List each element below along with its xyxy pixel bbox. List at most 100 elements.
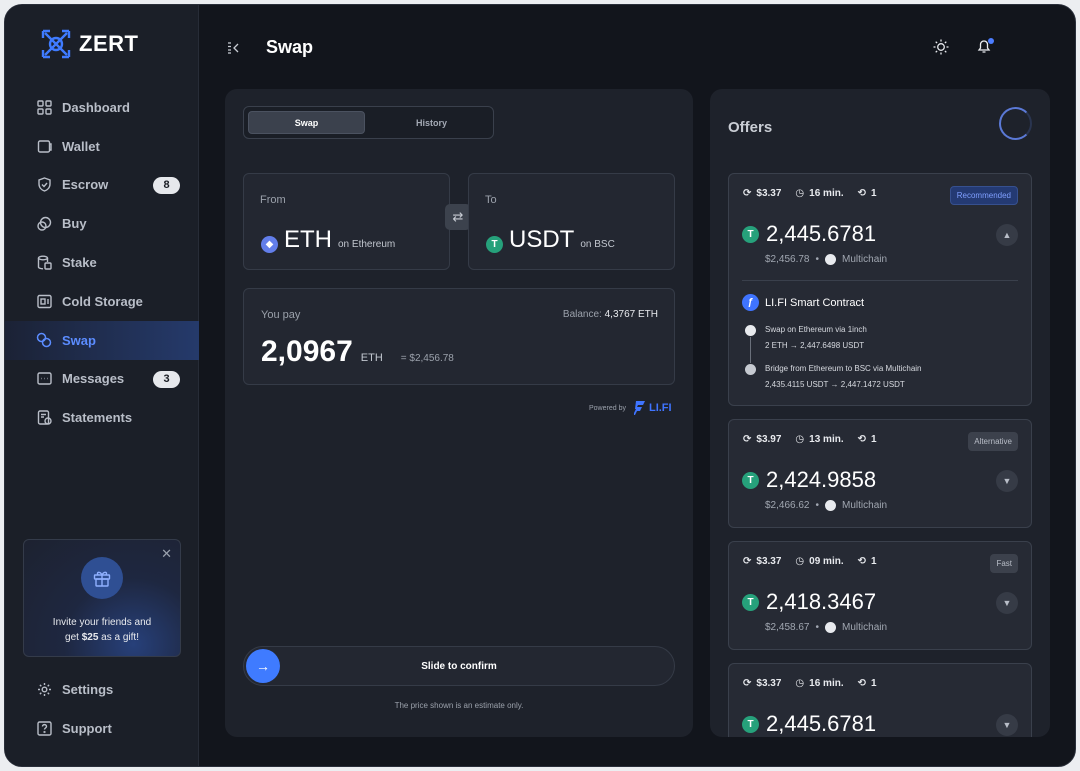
storage-icon <box>36 293 52 309</box>
eth-icon: ◆ <box>261 236 278 253</box>
offer-card[interactable]: ⟳ $3.37 ◷ 09 min. ⟲ 1 Fast T 2,418.3467 $2,… <box>728 541 1032 650</box>
wallet-icon <box>36 138 52 154</box>
sidebar-item-messages[interactable]: Messages 3 <box>5 360 199 399</box>
sidebar-item-label: Stake <box>62 255 97 271</box>
invite-promo-card: ✕ Invite your friends and get $25 as a g… <box>23 539 181 657</box>
route-title: ƒ LI.FI Smart Contract <box>742 294 864 311</box>
route-step-from: 2,435.4115 USDT <box>765 380 829 389</box>
chevron-down-icon[interactable]: ▼ <box>996 592 1018 614</box>
sidebar-item-label: Buy <box>62 216 87 232</box>
sidebar-item-support[interactable]: Support <box>5 709 199 748</box>
offer-card[interactable]: ⟳ $3.37 ◷ 16 min. ⟲ 1 T 2,445.6781 ▼ <box>728 663 1032 737</box>
offer-time: ◷ 09 min. <box>795 556 843 567</box>
route-step-to: 2,447.1472 USDT <box>840 380 905 389</box>
message-icon <box>36 371 52 387</box>
offer-steps-value: 1 <box>871 434 877 445</box>
offer-fee: ⟳ $3.97 <box>743 434 781 445</box>
chevron-down-icon[interactable]: ▼ <box>996 714 1018 736</box>
offer-fee-value: $3.37 <box>756 678 782 689</box>
offer-network: Multichain <box>842 622 888 633</box>
grid-icon <box>36 99 52 115</box>
pay-amount-value[interactable]: 2,0967 <box>261 335 353 368</box>
offer-subline: $2,456.78 • Multichain <box>765 254 887 265</box>
lifi-icon <box>633 401 645 415</box>
lifi-logo: LI.FI <box>633 401 672 415</box>
offer-steps: ⟲ 1 <box>858 678 877 689</box>
route-step-desc: Swap on Ethereum via 1inch <box>765 325 867 334</box>
swap-direction-button[interactable]: ⇄ <box>445 204 471 230</box>
sidebar-item-label: Escrow <box>62 177 109 193</box>
sidebar-item-label: Settings <box>62 681 114 697</box>
stake-icon <box>36 255 52 271</box>
powered-by-label: Powered by <box>589 404 626 412</box>
estimate-note: The price shown is an estimate only. <box>394 701 524 710</box>
slide-to-confirm[interactable]: Slide to confirm → <box>243 646 675 686</box>
from-token: ◆ ETH on Ethereum <box>261 226 395 254</box>
notifications-bell-icon[interactable] <box>976 38 994 59</box>
promo-line-1: Invite your friends and <box>52 617 152 628</box>
swap-tabs: Swap History <box>243 106 494 139</box>
theme-toggle-sun-icon[interactable] <box>933 39 949 60</box>
sidebar-item-dashboard[interactable]: Dashboard <box>5 88 199 127</box>
route-step: Bridge from Ethereum to BSC via Multicha… <box>765 361 922 393</box>
route-step-dot <box>745 364 756 375</box>
separator-dot: • <box>815 500 820 511</box>
route-step-amounts: 2 ETH → 2,447.6498 USDT <box>765 338 867 354</box>
offer-tag-fast: Fast <box>990 554 1018 573</box>
offer-steps-value: 1 <box>871 188 877 199</box>
from-token-selector[interactable]: From ◆ ETH on Ethereum <box>243 173 450 270</box>
route-title-text: LI.FI Smart Contract <box>765 296 865 309</box>
offer-meta: ⟳ $3.37 ◷ 16 min. ⟲ 1 <box>743 188 891 199</box>
offer-amount-value: 2,445.6781 <box>766 711 877 736</box>
sidebar-item-escrow[interactable]: Escrow 8 <box>5 166 199 205</box>
close-icon[interactable]: ✕ <box>161 546 172 561</box>
sidebar-item-statements[interactable]: Statements <box>5 398 199 437</box>
offer-tag-recommended: Recommended <box>949 186 1018 205</box>
to-token-symbol: USDT <box>509 226 575 253</box>
offer-fee: ⟳ $3.37 <box>743 556 781 567</box>
route-step: Swap on Ethereum via 1inch 2 ETH → 2,447… <box>765 322 867 354</box>
sidebar-item-buy[interactable]: Buy <box>5 204 199 243</box>
offer-fee-value: $3.97 <box>756 434 782 445</box>
offer-card[interactable]: ⟳ $3.37 ◷ 16 min. ⟲ 1 Recommended T 2,445.6… <box>728 173 1032 406</box>
promo-amount: $25 <box>81 632 99 643</box>
offer-amount: T 2,445.6781 <box>742 711 876 737</box>
offer-meta: ⟳ $3.37 ◷ 16 min. ⟲ 1 <box>743 678 891 689</box>
offer-network: Multichain <box>842 254 888 265</box>
offer-time-value: 09 min. <box>809 556 844 567</box>
sidebar-item-settings[interactable]: Settings <box>5 670 199 709</box>
help-icon <box>36 720 52 736</box>
offer-network: Multichain <box>842 500 888 511</box>
logo[interactable]: ZERT <box>41 29 138 59</box>
steps-icon: ⟲ <box>857 434 867 445</box>
sidebar-item-swap[interactable]: Swap <box>5 320 199 360</box>
sidebar-item-cold-storage[interactable]: Cold Storage <box>5 282 199 321</box>
offer-steps-value: 1 <box>871 556 877 567</box>
slide-label: Slide to confirm <box>421 660 497 672</box>
sidebar-collapse-icon[interactable] <box>227 41 241 59</box>
offer-card[interactable]: ⟳ $3.97 ◷ 13 min. ⟲ 1 Alternative T 2,424.9… <box>728 419 1032 528</box>
offer-time: ◷ 16 min. <box>795 188 843 199</box>
from-label: From <box>260 194 286 206</box>
refresh-timer-icon[interactable] <box>999 107 1032 140</box>
sidebar-item-label: Statements <box>62 410 133 426</box>
clock-icon: ◷ <box>795 556 805 567</box>
offer-steps: ⟲ 1 <box>858 556 877 567</box>
pay-amount-usd: = $2,456.78 <box>400 353 454 364</box>
tab-swap[interactable]: Swap <box>248 111 365 134</box>
offer-meta: ⟳ $3.37 ◷ 09 min. ⟲ 1 <box>743 556 891 567</box>
sidebar-item-label: Cold Storage <box>62 293 143 309</box>
slider-knob-arrow-icon[interactable]: → <box>246 649 280 683</box>
sidebar-item-wallet[interactable]: Wallet <box>5 127 199 166</box>
tab-history[interactable]: History <box>415 117 447 128</box>
pay-amount-box[interactable]: You pay Balance: 4,3767 ETH 2,0967 ETH =… <box>243 288 675 385</box>
route-step-dot <box>745 325 756 336</box>
arrow-right-icon: → <box>789 341 798 350</box>
balance-label: Balance: <box>562 309 602 320</box>
to-token-selector[interactable]: To T USDT on BSC <box>468 173 675 270</box>
sidebar-item-stake[interactable]: Stake <box>5 243 199 282</box>
chevron-up-icon[interactable]: ▲ <box>996 224 1018 246</box>
offer-amount: T 2,418.3467 <box>742 589 876 615</box>
chevron-down-icon[interactable]: ▼ <box>996 470 1018 492</box>
gear-icon <box>36 681 52 697</box>
